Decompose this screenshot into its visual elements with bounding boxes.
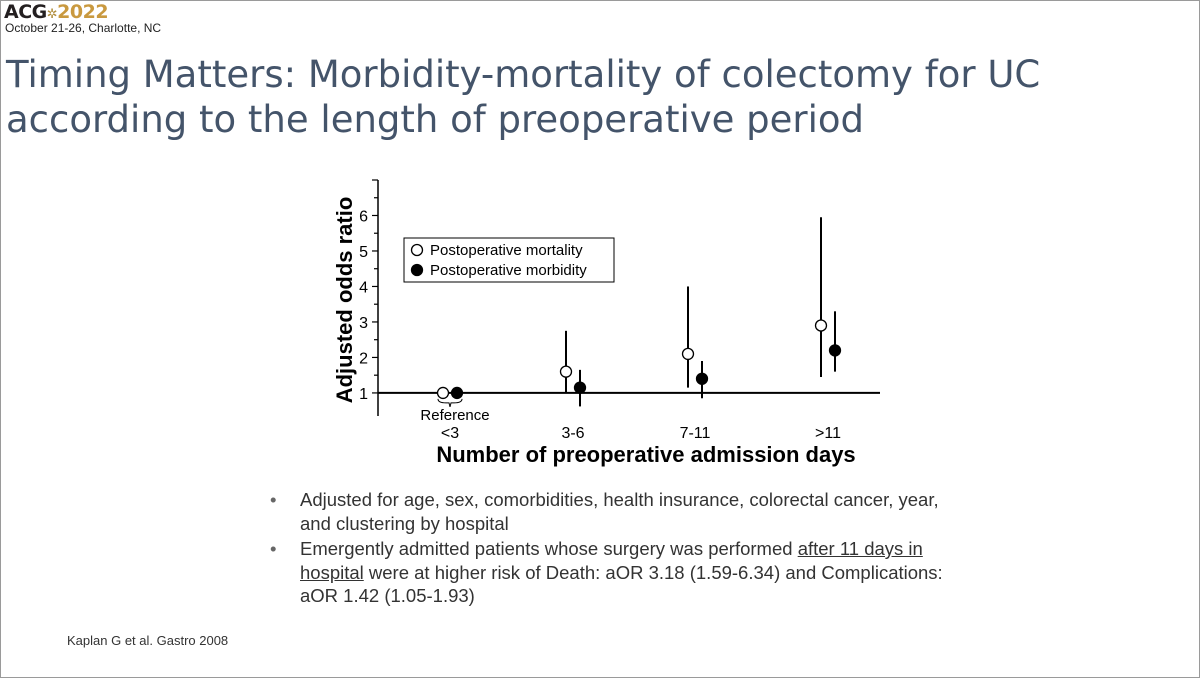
y-tick-label: 2 xyxy=(359,350,368,367)
logo-year-text: 2022 xyxy=(57,1,109,23)
bullet-text-start: Emergently admitted patients whose surge… xyxy=(300,538,798,559)
citation: Kaplan G et al. Gastro 2008 xyxy=(67,633,229,648)
morbidity-point xyxy=(573,381,587,394)
reference-label: Reference xyxy=(420,407,489,424)
x-tick-label: 3-6 xyxy=(561,425,584,442)
acg-logo: ACG✲2022 xyxy=(4,1,109,23)
x-tick-label: >11 xyxy=(815,425,841,442)
slide-title: Timing Matters: Morbidity-mortality of c… xyxy=(6,53,1041,141)
bullet-item: • Emergently admitted patients whose sur… xyxy=(266,537,966,608)
mortality-point xyxy=(681,347,695,361)
bullet-list: • Adjusted for age, sex, comorbidities, … xyxy=(266,488,966,610)
y-tick-label: 1 xyxy=(359,386,368,403)
mortality-point xyxy=(436,386,450,400)
logo-acg-text: ACG xyxy=(4,1,47,23)
y-tick-label: 6 xyxy=(359,208,368,225)
bullet-dot-icon: • xyxy=(270,489,277,510)
logo-star-icon: ✲ xyxy=(46,7,58,22)
bullet-item: • Adjusted for age, sex, comorbidities, … xyxy=(266,488,966,535)
morbidity-point xyxy=(828,344,842,357)
bullet-text: Adjusted for age, sex, comorbidities, he… xyxy=(300,489,939,534)
y-tick-label: 5 xyxy=(359,244,368,261)
y-tick-label: 3 xyxy=(359,315,368,332)
mortality-point xyxy=(559,365,573,378)
bullet-underlined-text: after 11 days in hospital xyxy=(300,538,923,583)
y-axis-title: Adjusted odds ratio xyxy=(332,197,357,404)
bullet-text-end: were at higher risk of Death: aOR 3.18 (… xyxy=(300,561,943,607)
morbidity-point xyxy=(695,372,709,385)
bullet-dot-icon: • xyxy=(270,538,277,559)
conference-dates: October 21-26, Charlotte, NC xyxy=(5,21,162,35)
mortality-point xyxy=(814,319,828,332)
morbidity-point xyxy=(450,386,464,400)
legend-morbidity-marker xyxy=(410,263,424,277)
legend-entry: Postoperative mortality xyxy=(430,242,583,259)
reference-brace xyxy=(437,398,463,408)
legend-mortality-marker xyxy=(410,243,424,257)
legend-box xyxy=(403,237,615,283)
y-tick-label: 4 xyxy=(359,279,368,296)
x-tick-label: 7-11 xyxy=(680,425,711,442)
legend-entry: Postoperative morbidity xyxy=(430,262,587,279)
x-axis-title: Number of preoperative admission days xyxy=(436,442,855,467)
x-tick-label: <3 xyxy=(441,425,459,442)
